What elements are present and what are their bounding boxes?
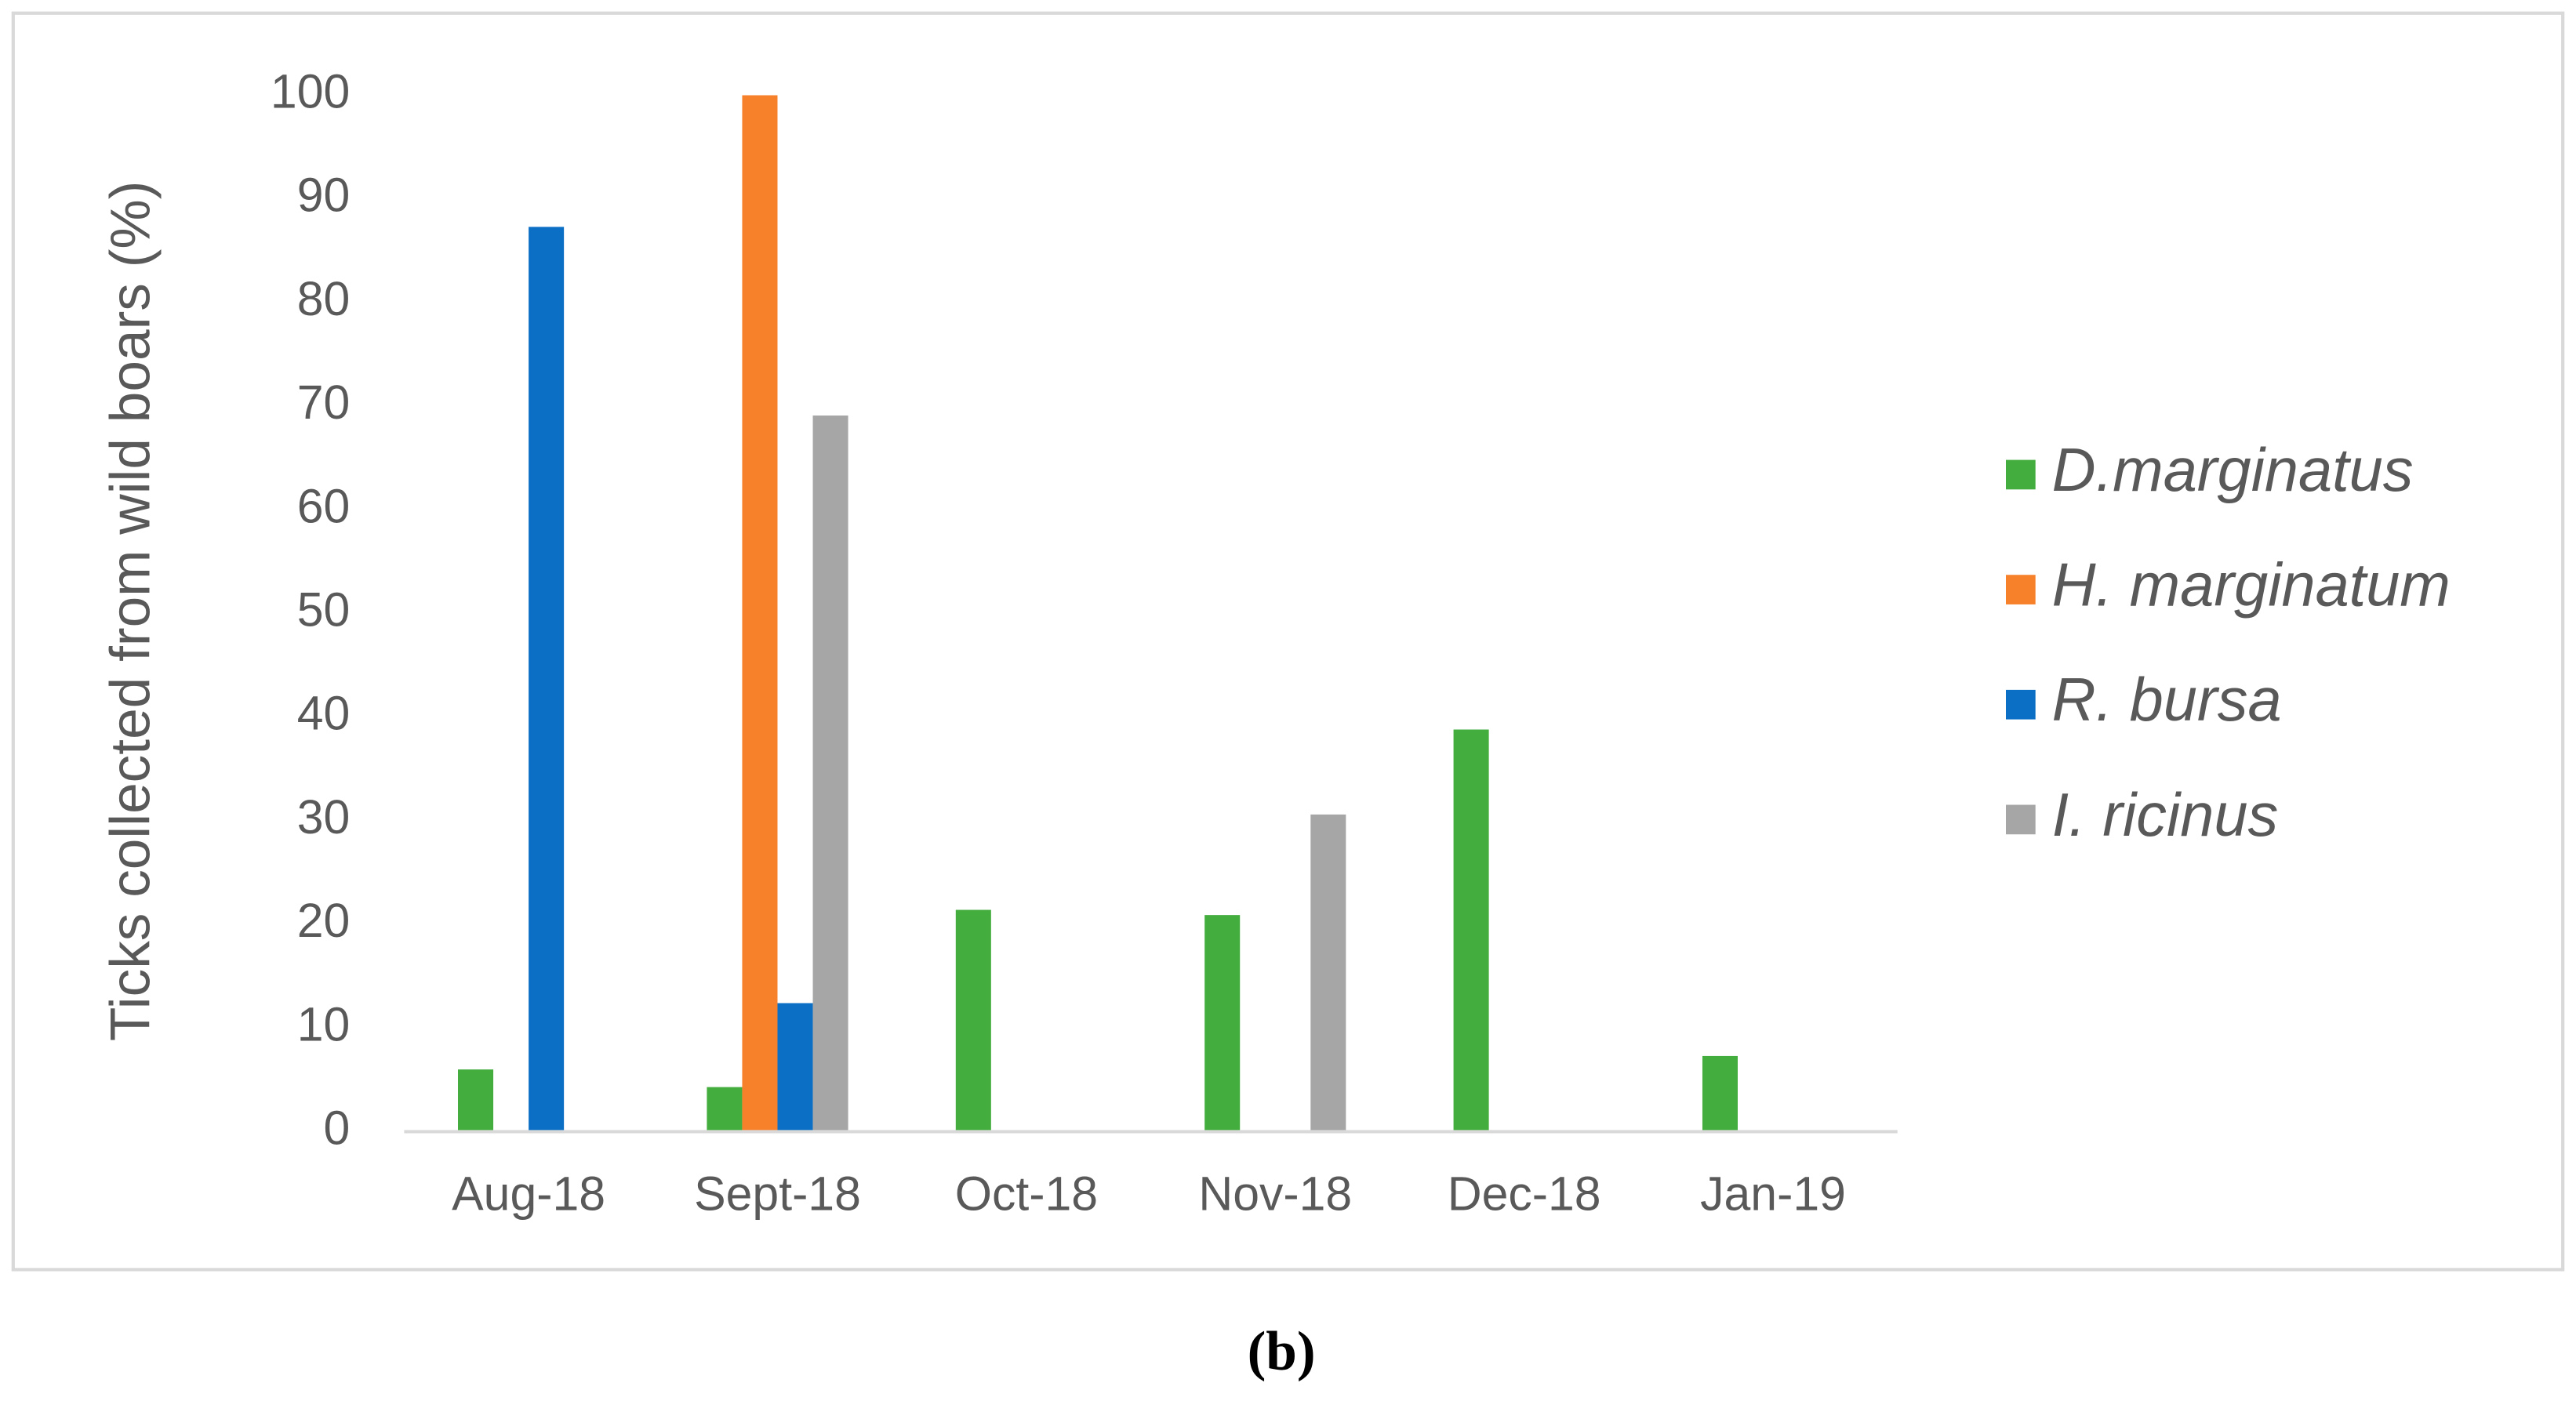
x-tick-label: Nov-18 — [1198, 1167, 1352, 1220]
y-tick-label: 0 — [323, 1101, 350, 1154]
x-tick-label: Oct-18 — [955, 1167, 1098, 1220]
y-axis-label: Ticks collected from wild boars (%) — [100, 181, 162, 1042]
bar — [812, 415, 848, 1132]
bar — [707, 1087, 743, 1132]
x-tick-label: Jan-19 — [1700, 1167, 1846, 1220]
bar — [1310, 814, 1346, 1132]
x-tick-label: Aug-18 — [452, 1167, 605, 1220]
legend-label: D.marginatus — [2052, 437, 2414, 504]
y-tick-label: 80 — [297, 272, 351, 325]
bar — [777, 1003, 813, 1132]
x-tick-label: Dec-18 — [1448, 1167, 1601, 1220]
caption: (b) — [1248, 1321, 1316, 1382]
legend-swatch — [2005, 804, 2036, 835]
y-tick-label: 60 — [297, 479, 351, 532]
bar — [1702, 1055, 1738, 1132]
legend-swatch — [2005, 689, 2036, 720]
legend-label: R. bursa — [2052, 666, 2282, 734]
bar — [742, 95, 778, 1132]
legend-label: H. marginatum — [2052, 552, 2451, 619]
y-tick-label: 100 — [271, 65, 350, 118]
legend-swatch — [2005, 575, 2036, 604]
bar — [955, 909, 991, 1132]
y-tick-label: 90 — [297, 169, 351, 222]
legend-label: I. ricinus — [2052, 782, 2279, 849]
y-tick-label: 50 — [297, 583, 351, 637]
y-tick-label: 30 — [297, 790, 351, 844]
legend-swatch — [2005, 459, 2036, 490]
x-tick-label: Sept-18 — [694, 1167, 861, 1220]
bar — [1204, 915, 1241, 1132]
y-tick-label: 20 — [297, 894, 351, 947]
bar — [458, 1069, 494, 1132]
bar — [529, 227, 565, 1132]
chart-frame — [11, 11, 2565, 1272]
y-tick-label: 40 — [297, 687, 351, 740]
y-tick-label: 70 — [297, 376, 351, 429]
bar — [1453, 729, 1489, 1132]
y-tick-label: 10 — [297, 997, 351, 1051]
